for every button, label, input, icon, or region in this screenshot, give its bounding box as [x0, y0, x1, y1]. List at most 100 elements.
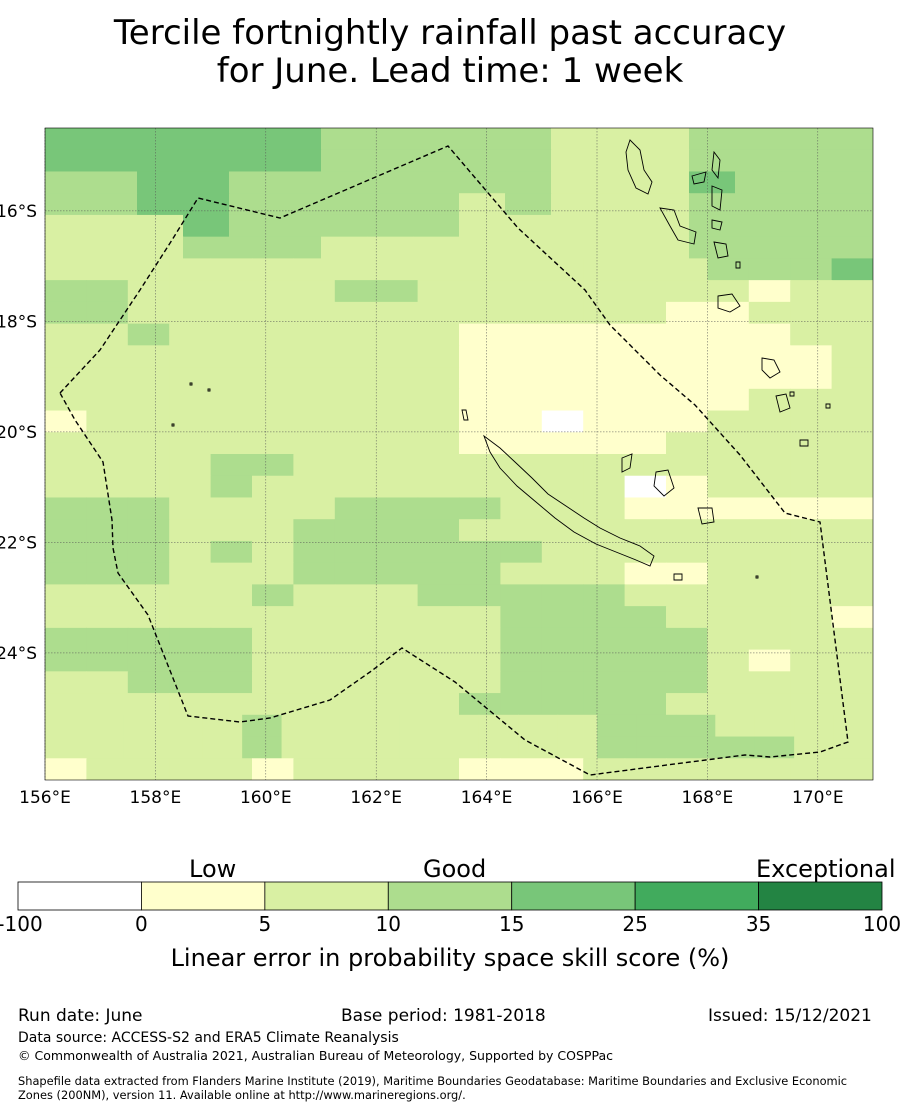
grid-cell [707, 367, 750, 390]
grid-cell [500, 475, 543, 499]
grid-cell [541, 497, 584, 520]
grid-cell [127, 454, 170, 477]
grid-cell [183, 193, 230, 216]
colorbar-tick-label: 5 [258, 912, 272, 936]
colorbar-label-exceptional: Exceptional [756, 855, 896, 883]
grid-cell [541, 540, 584, 564]
grid-cell [748, 432, 791, 455]
grid-cell [45, 149, 92, 173]
grid-cell [334, 562, 377, 585]
grid-cell [252, 323, 294, 346]
grid-cell [794, 736, 835, 759]
grid-cell [45, 301, 87, 325]
grid-cell [478, 736, 519, 759]
grid-cell [597, 736, 638, 759]
grid-cell [127, 367, 170, 390]
grid-cell [827, 193, 873, 216]
grid-cell [541, 758, 584, 780]
longitude-tick-label: 162°E [350, 788, 402, 808]
grid-cell [183, 214, 230, 238]
grid-cell [505, 128, 552, 151]
grid-cell [210, 323, 253, 346]
grid-cell [666, 301, 708, 325]
grid-cell [831, 258, 873, 281]
grid-cell [413, 128, 460, 151]
grid-cell [45, 280, 87, 303]
grid-cell [500, 693, 543, 716]
grid-cell [541, 606, 584, 629]
grid-cell [210, 388, 253, 412]
grid-cell [748, 758, 791, 780]
grid-cell [202, 714, 243, 738]
grid-cell [127, 758, 170, 780]
island-coastlines [171, 139, 831, 581]
grid-cell [831, 410, 873, 433]
grid-cell [541, 410, 584, 433]
grid-cell [334, 410, 377, 433]
grid-cell [376, 323, 419, 346]
grid-cell [831, 367, 873, 390]
grid-cell [417, 497, 460, 520]
grid-cell [137, 171, 184, 194]
grid-cell [45, 454, 87, 477]
grid-cell [86, 323, 129, 346]
island-outline [825, 403, 831, 409]
grid-cell [86, 606, 129, 629]
colorbar-segment [634, 881, 759, 911]
grid-cell [293, 606, 336, 629]
grid-cell [500, 454, 543, 477]
grid-cell [252, 345, 294, 368]
grid-cell [86, 519, 129, 542]
latitude-tick-label: 22°S [0, 533, 37, 553]
grid-cell [210, 584, 253, 607]
grid-cell [45, 497, 87, 520]
grid-cell [831, 432, 873, 455]
grid-cell [275, 214, 322, 238]
grid-cell [624, 280, 667, 303]
grid-cell [334, 475, 377, 499]
grid-cell [417, 606, 460, 629]
grid-cell [624, 693, 667, 716]
grid-cell [781, 171, 828, 194]
grid-cell [459, 258, 501, 281]
grid-cell [210, 606, 253, 629]
grid-cell [413, 149, 460, 173]
grid-cell [666, 432, 708, 455]
grid-cell [624, 606, 667, 629]
grid-cell [707, 758, 750, 780]
island-outline [621, 453, 633, 473]
grid-cell [376, 671, 419, 694]
grid-cell [293, 627, 336, 651]
grid-cell [334, 693, 377, 716]
grid-cell [86, 301, 129, 325]
grid-cell [210, 649, 253, 672]
grid-cell [707, 693, 750, 716]
grid-cell [790, 345, 833, 368]
grid-cell [831, 627, 873, 651]
grid-cell [376, 432, 419, 455]
grid-cell [163, 714, 204, 738]
grid-cell [541, 454, 584, 477]
grid-cell [367, 128, 414, 151]
colorbar-segment [758, 881, 883, 911]
grid-cell [376, 410, 419, 433]
grid-cell [84, 714, 125, 738]
grid-cell [624, 258, 667, 281]
grid-cell [417, 693, 460, 716]
grid-cell [417, 280, 460, 303]
grid-cell [413, 193, 460, 216]
grid-cell [91, 171, 138, 194]
grid-cell [334, 606, 377, 629]
grid-cell [790, 671, 833, 694]
grid-cell [413, 171, 460, 194]
grid-cell [541, 562, 584, 585]
grid-cell [86, 584, 129, 607]
grid-cell [321, 171, 368, 194]
grid-cell [229, 193, 276, 216]
grid-cell [748, 562, 791, 585]
grid-cell [790, 323, 833, 346]
grid-cell [399, 714, 440, 738]
grid-cell [293, 280, 336, 303]
grid-cell [500, 258, 543, 281]
grid-cell [827, 128, 873, 151]
